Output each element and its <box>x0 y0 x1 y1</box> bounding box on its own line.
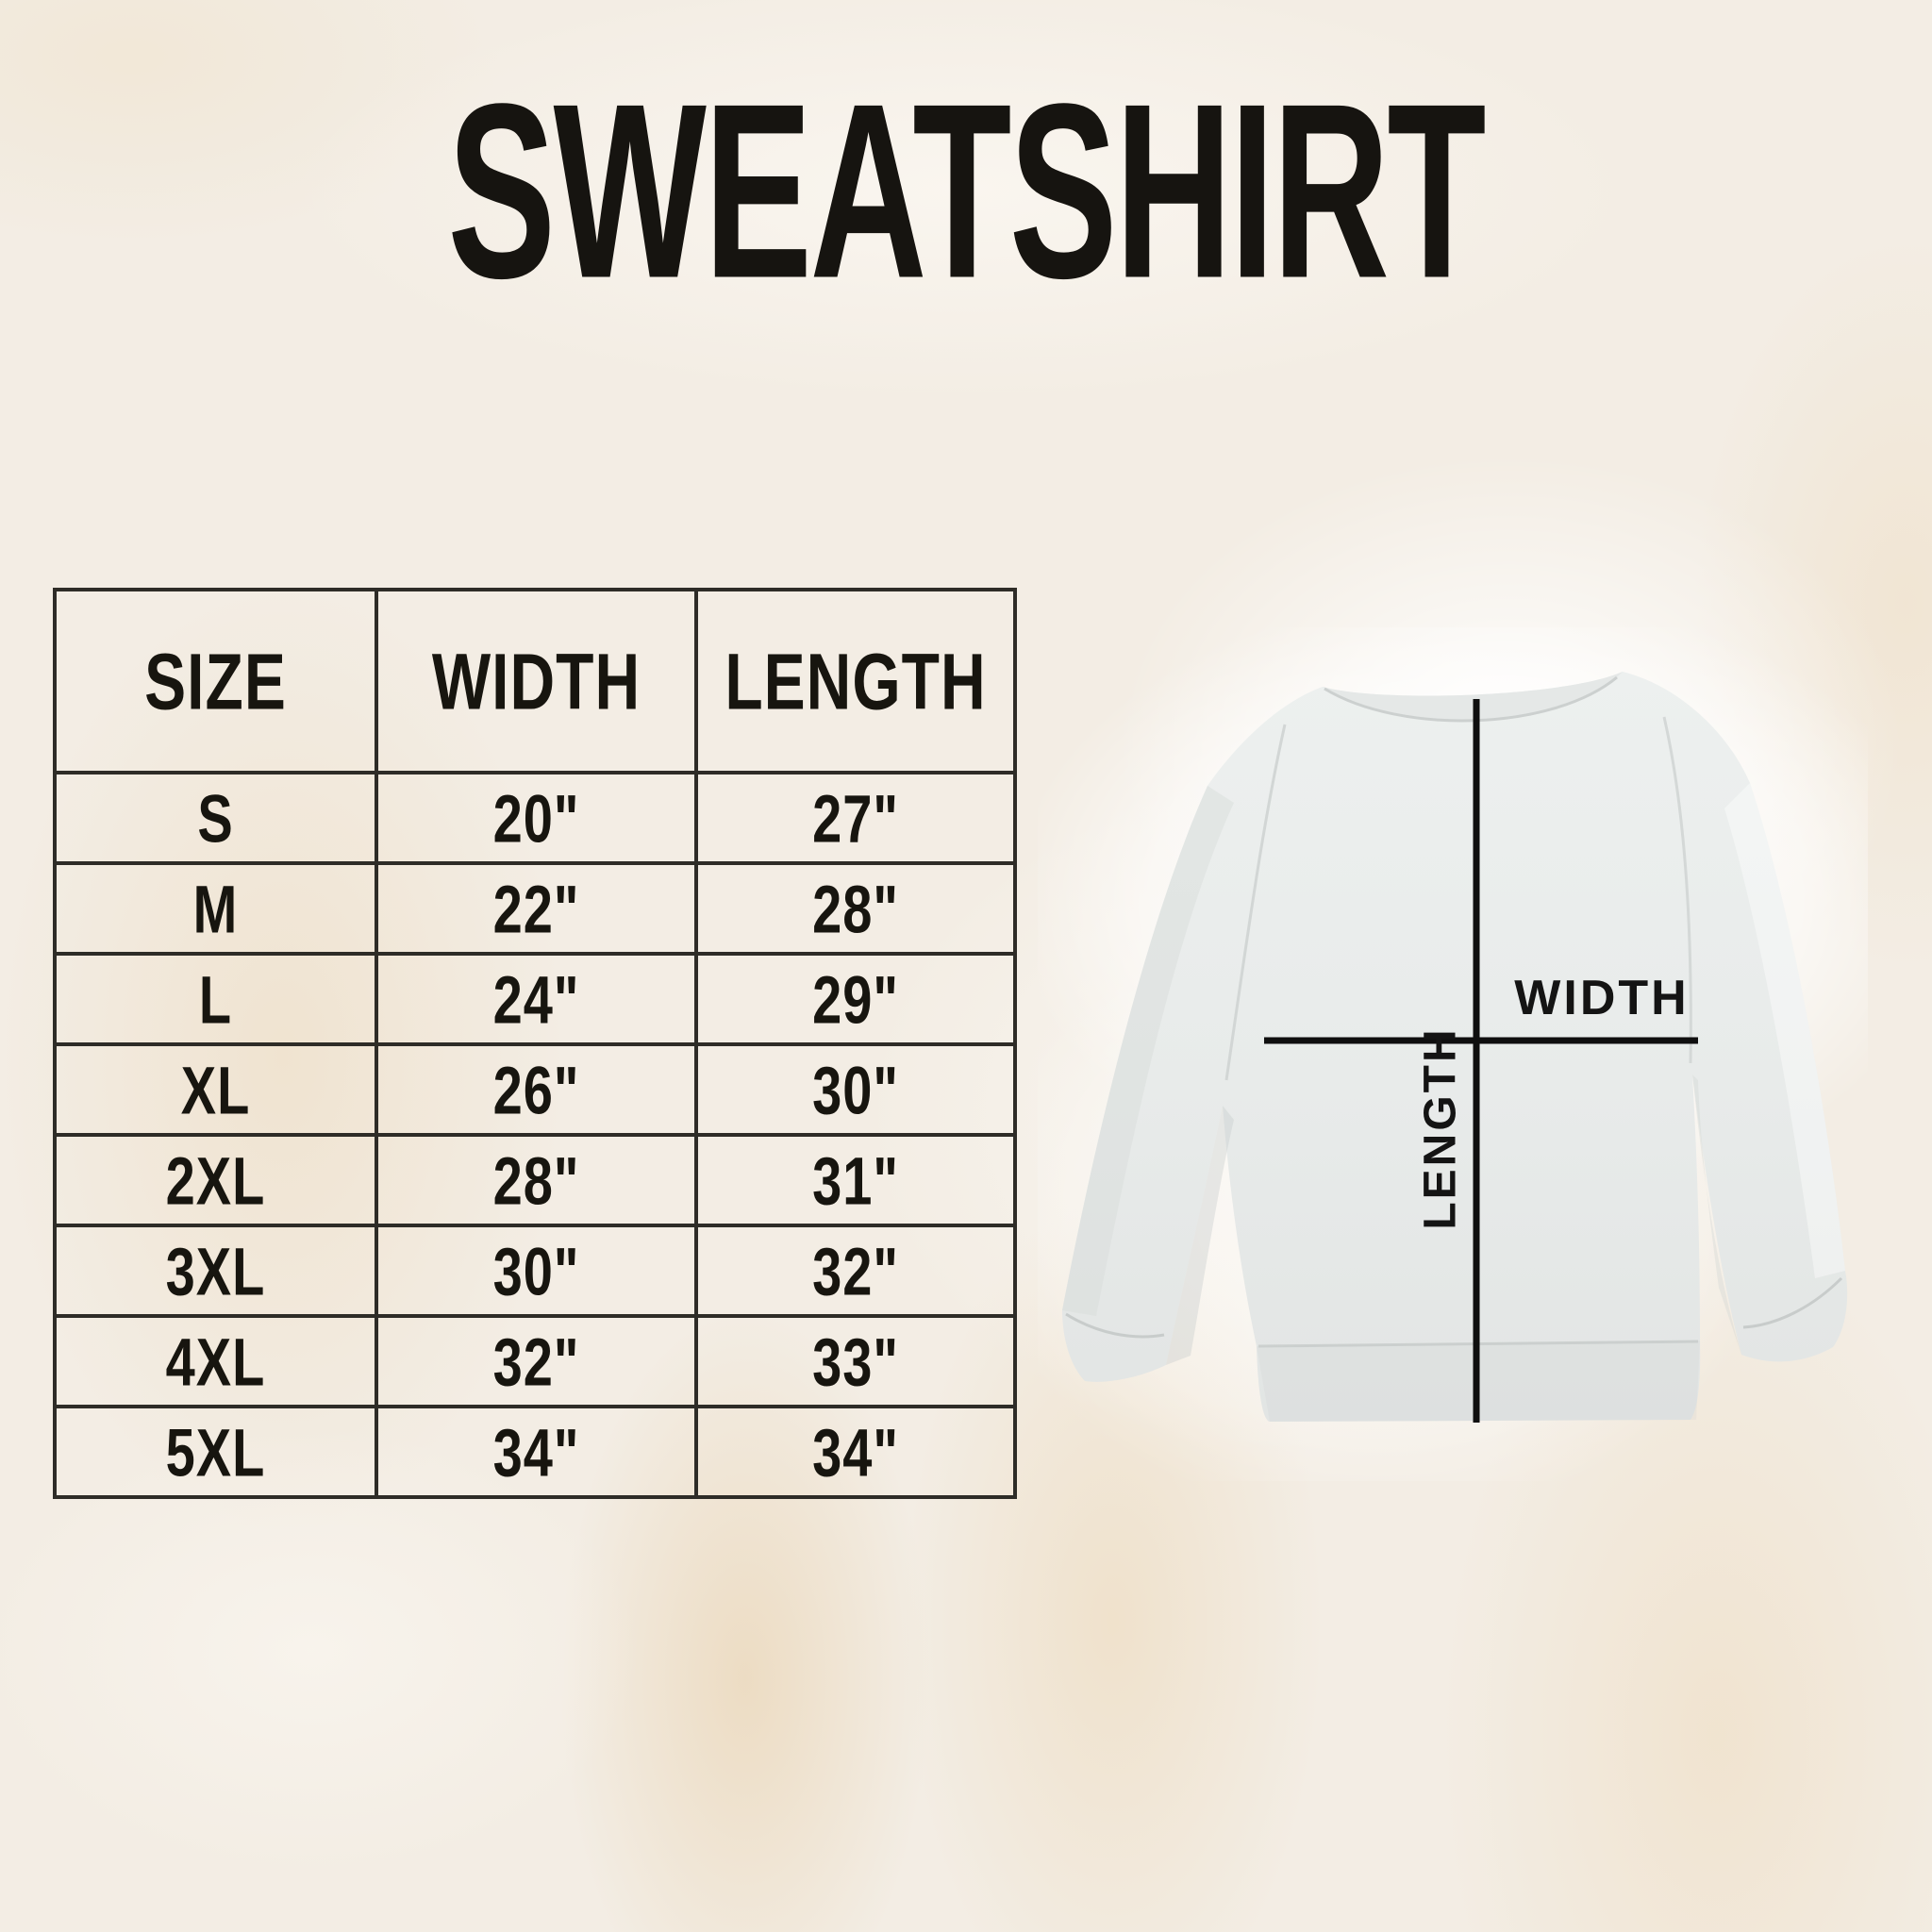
cell-text: L <box>198 960 233 1038</box>
left-sleeve-shade <box>1062 786 1234 1316</box>
cell-text: 30" <box>492 1232 580 1309</box>
right-cuff-seam <box>1742 1276 1843 1329</box>
cell-text: 3XL <box>165 1232 266 1309</box>
cell-text: M <box>192 870 239 947</box>
table-row-xl: XL 26" 30" <box>53 1042 1018 1137</box>
cell-text: 33" <box>812 1323 899 1400</box>
cell-width: 30" <box>375 1224 698 1318</box>
table-row-s: S 20" 27" <box>53 771 1018 865</box>
size-chart-table: SIZE WIDTH LENGTH S 20" 27" M 22" 28" L … <box>53 588 1018 1499</box>
cell-length: 34" <box>693 1405 1018 1499</box>
cell-text: 4XL <box>165 1323 266 1400</box>
cell-text: 29" <box>812 960 899 1038</box>
right-armhole-seam <box>1662 716 1692 1064</box>
cell-size: M <box>53 861 378 956</box>
header-text: LENGTH <box>724 636 987 726</box>
header-text: SIZE <box>144 636 287 726</box>
cell-text: 34" <box>492 1413 580 1491</box>
cell-length: 31" <box>693 1133 1018 1227</box>
table-row-3xl: 3XL 30" 32" <box>53 1224 1018 1318</box>
cell-size: 2XL <box>53 1133 378 1227</box>
header-text: WIDTH <box>431 636 641 726</box>
left-cuff-seam <box>1065 1312 1165 1339</box>
header-cell-width: WIDTH <box>375 588 698 774</box>
cell-length: 33" <box>693 1314 1018 1408</box>
cell-width: 32" <box>375 1314 698 1408</box>
table-row-4xl: 4XL 32" 33" <box>53 1314 1018 1408</box>
cell-width: 26" <box>375 1042 698 1137</box>
cell-width: 28" <box>375 1133 698 1227</box>
header-row: SIZE WIDTH LENGTH <box>53 588 1018 774</box>
cell-text: 24" <box>492 960 580 1038</box>
header-cell-size: SIZE <box>53 588 378 774</box>
cell-text: 27" <box>812 779 899 857</box>
cell-size: XL <box>53 1042 378 1137</box>
cell-size: S <box>53 771 378 865</box>
right-inner-sleeve-shadow <box>1692 1074 1741 1355</box>
width-label: WIDTH <box>1514 971 1689 1025</box>
cell-length: 30" <box>693 1042 1018 1137</box>
cell-length: 28" <box>693 861 1018 956</box>
cell-text: 26" <box>492 1051 580 1128</box>
cell-text: 28" <box>492 1141 580 1219</box>
cell-width: 34" <box>375 1405 698 1499</box>
table-row-l: L 24" 29" <box>53 952 1018 1046</box>
cell-size: 3XL <box>53 1224 378 1318</box>
cell-text: 5XL <box>165 1413 266 1491</box>
header-cell-length: LENGTH <box>693 588 1018 774</box>
cell-text: XL <box>180 1051 251 1128</box>
left-inner-sleeve-shadow <box>1166 1106 1234 1365</box>
cell-text: S <box>197 779 234 857</box>
cell-size: 5XL <box>53 1405 378 1499</box>
cell-text: 2XL <box>165 1141 266 1219</box>
left-armhole-seam <box>1224 724 1287 1081</box>
cell-length: 32" <box>693 1224 1018 1318</box>
cell-width: 24" <box>375 952 698 1046</box>
length-label: LENGTH <box>1416 1026 1466 1229</box>
cell-text: 20" <box>492 779 580 857</box>
cell-text: 28" <box>812 870 899 947</box>
table-row-5xl: 5XL 34" 34" <box>53 1405 1018 1499</box>
cell-width: 22" <box>375 861 698 956</box>
cell-length: 29" <box>693 952 1018 1046</box>
right-sleeve-highlight <box>1724 783 1845 1278</box>
cell-text: 30" <box>812 1051 899 1128</box>
cell-text: 34" <box>812 1413 899 1491</box>
title-band: SWEATSHIRT <box>0 49 1932 330</box>
size-chart-header: SIZE WIDTH LENGTH <box>53 588 1018 774</box>
size-chart-body: S 20" 27" M 22" 28" L 24" 29" XL 26" 30"… <box>53 771 1018 1499</box>
table-row-2xl: 2XL 28" 31" <box>53 1133 1018 1227</box>
table-row-m: M 22" 28" <box>53 861 1018 956</box>
cell-text: 32" <box>492 1323 580 1400</box>
cell-size: 4XL <box>53 1314 378 1408</box>
cell-text: 32" <box>812 1232 899 1309</box>
cell-width: 20" <box>375 771 698 865</box>
cell-size: L <box>53 952 378 1046</box>
cell-text: 31" <box>812 1141 899 1219</box>
page-title: SWEATSHIRT <box>447 52 1487 331</box>
cell-text: 22" <box>492 870 580 947</box>
cell-length: 27" <box>693 771 1018 865</box>
sweatshirt-illustration: WIDTH LENGTH <box>1038 627 1868 1481</box>
